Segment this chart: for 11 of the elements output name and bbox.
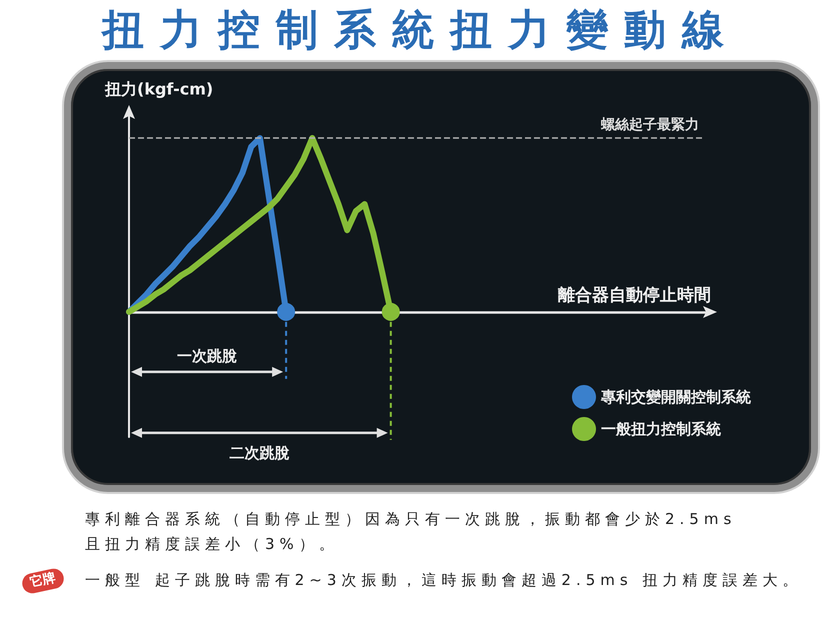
text: 一次跳脫	[177, 346, 238, 365]
ref-line-label: 螺絲起子最緊力	[600, 117, 699, 134]
text: 它牌	[20, 566, 66, 596]
x-axis-title: 離合器自動停止時間	[557, 285, 711, 306]
text: 專利離合器系統（自動停止型）因為只有一次跳脫，振動都會少於2.5ms 且扭力精度誤差小（3%）。	[85, 509, 738, 555]
chart-title: 扭力控制系統扭力變動線	[100, 4, 741, 56]
text: 二次跳脫	[229, 444, 290, 462]
legend-label: 專利交變開關控制系統	[600, 388, 751, 406]
y-axis-title: 扭力(kgf-cm)	[104, 80, 214, 98]
text: 一般型 起子跳脫時需有2~3次振動，這時振動會超過2.5ms 扭力精度誤差大。	[85, 570, 804, 591]
legend-label: 一般扭力控制系統	[601, 420, 721, 438]
